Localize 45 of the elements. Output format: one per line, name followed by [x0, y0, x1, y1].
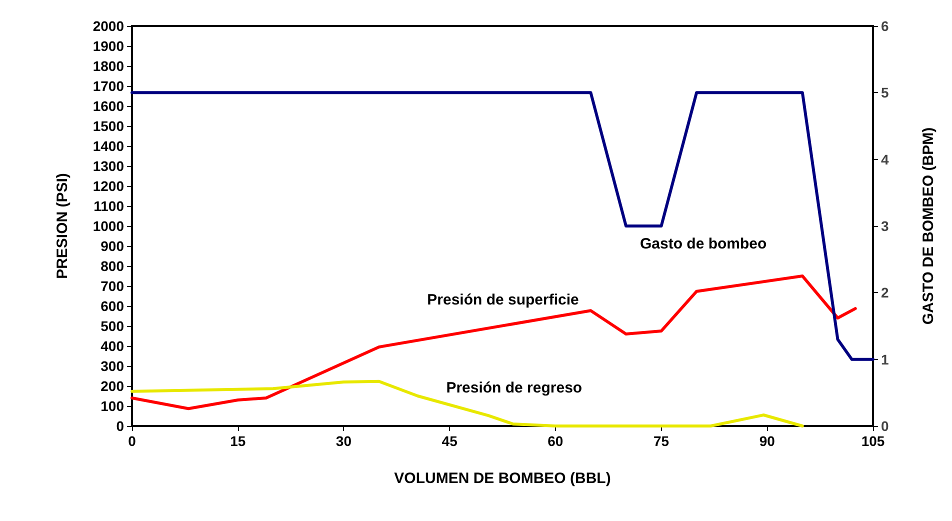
annotation: Presión de superficie: [427, 292, 579, 308]
y-tick-label: 200: [100, 378, 124, 394]
y2-axis-title: GASTO DE BOMBEO (BPM): [920, 127, 937, 325]
x-axis-title: VOLUMEN DE BOMBEO (BBL): [394, 470, 611, 487]
y2-tick-label: 6: [881, 18, 889, 34]
x-tick-label: 60: [548, 433, 564, 449]
y-tick-label: 100: [100, 398, 124, 414]
y-tick-label: 900: [100, 238, 124, 254]
y-tick-label: 1100: [94, 198, 124, 214]
y-tick-label: 2000: [92, 18, 124, 34]
y-tick-label: 800: [100, 258, 124, 274]
y-tick-label: 1700: [92, 78, 124, 94]
line-series: [130, 91, 874, 361]
annotation: Presión de regreso: [446, 380, 582, 396]
y2-tick-label: 3: [881, 218, 889, 234]
y-tick-label: 600: [100, 298, 124, 314]
y-tick-label: 0: [116, 418, 124, 434]
line-series: [130, 274, 857, 410]
y-axis-title: PRESION (PSI): [54, 173, 71, 279]
x-tick-label: 90: [759, 433, 776, 449]
x-tick-label: 105: [861, 433, 885, 449]
y-tick-label: 700: [100, 278, 124, 294]
y2-tick-label: 5: [881, 84, 889, 101]
y-tick-label: 1200: [92, 178, 124, 194]
x-tick-label: 45: [442, 433, 458, 449]
y-tick-label: 1900: [92, 38, 124, 54]
y-tick-label: 1600: [92, 98, 124, 114]
y-tick-label: 1000: [92, 218, 124, 234]
x-tick-label: 30: [336, 433, 352, 449]
x-tick-label: 75: [653, 433, 670, 449]
y2-tick-label: 4: [881, 151, 889, 168]
y2-tick-label: 1: [881, 351, 889, 368]
y2-tick-label: 2: [881, 284, 889, 301]
y-tick-label: 1300: [92, 158, 124, 174]
annotation: Gasto de bombeo: [640, 236, 767, 252]
y-tick-label: 500: [100, 318, 124, 334]
y2-tick-label: 0: [881, 418, 889, 434]
y-tick-label: 1400: [92, 138, 124, 154]
y-tick-label: 300: [100, 358, 124, 374]
y-tick-label: 400: [100, 338, 124, 354]
y-tick-label: 1500: [92, 118, 124, 134]
x-tick-label: 0: [128, 433, 136, 449]
line-series: [130, 380, 804, 428]
x-tick-label: 15: [230, 433, 246, 449]
y-tick-label: 1800: [92, 58, 124, 74]
